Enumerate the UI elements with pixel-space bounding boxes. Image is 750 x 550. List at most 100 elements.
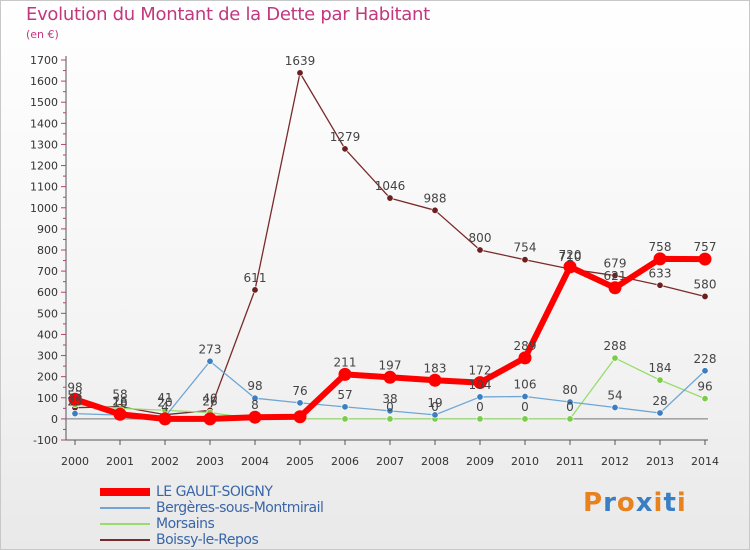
y-tick-label: 100 bbox=[37, 392, 58, 405]
data-point bbox=[608, 281, 622, 295]
data-label: 54 bbox=[607, 388, 622, 402]
data-label: 53 bbox=[67, 389, 82, 403]
data-point bbox=[296, 69, 304, 77]
x-tick-label: 2002 bbox=[151, 455, 179, 468]
data-point bbox=[203, 412, 217, 426]
data-label: 757 bbox=[694, 240, 717, 254]
data-label: 19 bbox=[427, 396, 442, 410]
legend-item: LE GAULT-SOIGNY bbox=[100, 484, 323, 500]
logo-letter: o bbox=[616, 488, 636, 518]
x-tick-label: 2010 bbox=[511, 455, 539, 468]
legend-label: Morsains bbox=[156, 516, 215, 532]
data-point bbox=[386, 407, 394, 415]
y-tick-label: 600 bbox=[37, 286, 58, 299]
data-point bbox=[431, 206, 439, 214]
data-label: 621 bbox=[604, 269, 627, 283]
data-point bbox=[521, 415, 529, 423]
y-tick-label: 400 bbox=[37, 328, 58, 341]
data-point bbox=[656, 376, 664, 384]
data-label: 40 bbox=[202, 391, 217, 405]
logo-letter: r bbox=[603, 488, 617, 518]
data-point bbox=[566, 415, 574, 423]
data-label: 18 bbox=[112, 396, 127, 410]
data-label: 758 bbox=[649, 240, 672, 254]
data-label: 98 bbox=[247, 379, 262, 393]
x-tick-label: 2007 bbox=[376, 455, 404, 468]
legend-item: Boissy-le-Repos bbox=[100, 532, 323, 548]
data-label: 754 bbox=[514, 241, 537, 255]
data-label: 1046 bbox=[375, 179, 406, 193]
data-label: 289 bbox=[514, 339, 537, 353]
data-point bbox=[521, 256, 529, 264]
data-point bbox=[701, 292, 709, 300]
legend-item: Morsains bbox=[100, 516, 323, 532]
data-point bbox=[611, 272, 619, 280]
data-point bbox=[656, 281, 664, 289]
data-label: 0 bbox=[431, 400, 439, 414]
data-label: 0 bbox=[386, 400, 394, 414]
data-label: 172 bbox=[469, 364, 492, 378]
unit-label: (en €) bbox=[26, 28, 59, 41]
data-point bbox=[431, 411, 439, 419]
data-point bbox=[698, 252, 712, 266]
data-label: 96 bbox=[697, 380, 712, 394]
data-label: 1279 bbox=[330, 130, 361, 144]
data-point bbox=[563, 260, 577, 274]
data-point bbox=[653, 252, 667, 266]
data-label: 228 bbox=[694, 352, 717, 366]
data-label: 58 bbox=[112, 388, 127, 402]
y-tick-label: 0 bbox=[51, 413, 58, 426]
data-point bbox=[251, 394, 259, 402]
y-tick-label: -100 bbox=[33, 434, 58, 447]
data-label: 106 bbox=[514, 378, 537, 392]
y-tick-label: 800 bbox=[37, 244, 58, 257]
logo-letter: P bbox=[583, 488, 604, 518]
y-tick-label: 500 bbox=[37, 307, 58, 320]
data-point bbox=[158, 412, 172, 426]
x-tick-label: 2014 bbox=[691, 455, 719, 468]
data-label: 988 bbox=[424, 191, 447, 205]
data-point bbox=[248, 410, 262, 424]
x-tick-label: 2011 bbox=[556, 455, 584, 468]
data-label: 611 bbox=[244, 271, 267, 285]
data-label: 98 bbox=[67, 380, 82, 394]
data-label: 0 bbox=[521, 400, 529, 414]
data-label: 26 bbox=[112, 394, 127, 408]
data-label: 679 bbox=[604, 257, 627, 271]
legend-item: Bergères-sous-Montmirail bbox=[100, 500, 324, 516]
chart-title: Evolution du Montant de la Dette par Hab… bbox=[26, 4, 430, 25]
logo-letter: x bbox=[635, 488, 654, 518]
data-label: 38 bbox=[382, 392, 397, 406]
proxiti-logo: Proxiti bbox=[583, 488, 687, 518]
data-point bbox=[341, 145, 349, 153]
data-label: 183 bbox=[424, 361, 447, 375]
x-tick-label: 2005 bbox=[286, 455, 314, 468]
data-label: 710 bbox=[559, 250, 582, 264]
x-tick-label: 2001 bbox=[106, 455, 134, 468]
y-tick-label: 200 bbox=[37, 371, 58, 384]
data-label: 0 bbox=[476, 400, 484, 414]
data-label: 25 bbox=[67, 395, 82, 409]
data-point bbox=[518, 351, 532, 365]
data-point bbox=[701, 395, 709, 403]
y-tick-label: 1500 bbox=[30, 96, 58, 109]
data-point bbox=[428, 373, 442, 387]
data-point bbox=[611, 403, 619, 411]
legend: LE GAULT-SOIGNY Bergères-sous-Montmirail M… bbox=[100, 484, 324, 548]
data-point bbox=[473, 376, 487, 390]
data-point bbox=[296, 399, 304, 407]
logo-letter: t bbox=[663, 488, 677, 518]
data-label: 20 bbox=[157, 396, 172, 410]
data-point bbox=[476, 246, 484, 254]
data-point bbox=[386, 194, 394, 202]
y-tick-label: 1200 bbox=[30, 160, 58, 173]
data-label: 57 bbox=[337, 388, 352, 402]
legend-label: Bergères-sous-Montmirail bbox=[156, 500, 324, 516]
y-tick-label: 1600 bbox=[30, 75, 58, 88]
data-label: 104 bbox=[469, 378, 492, 392]
data-label: 633 bbox=[649, 266, 672, 280]
data-point bbox=[521, 393, 529, 401]
data-label: 0 bbox=[566, 400, 574, 414]
data-point bbox=[338, 367, 352, 381]
x-tick-label: 2004 bbox=[241, 455, 269, 468]
